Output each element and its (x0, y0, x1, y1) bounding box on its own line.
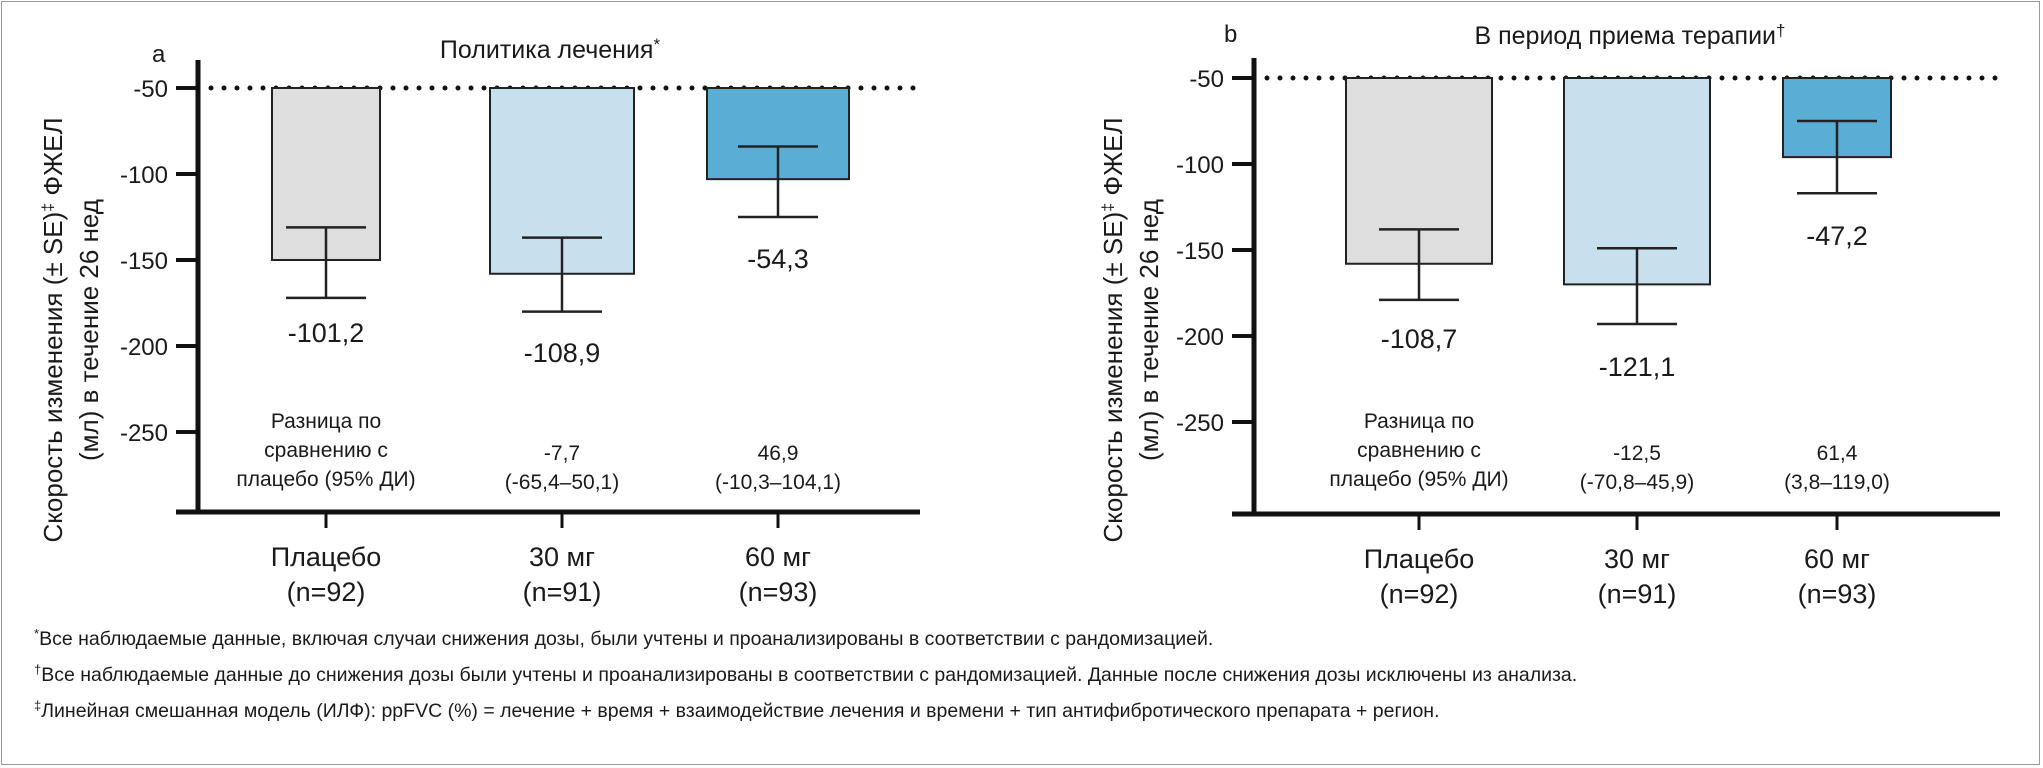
x-tick-label-0: Плацебо (271, 542, 382, 572)
diff-value-2: 61,4 (1817, 442, 1858, 465)
diff-intro-line-2: плацебо (95% ДИ) (1329, 468, 1508, 491)
y-axis-label-mark: ‡ (40, 203, 57, 212)
diff-intro-line-0: Разница по (271, 410, 381, 433)
diff-ci-1: (-65,4–50,1) (505, 471, 619, 494)
x-tick-n-0: (n=92) (1380, 579, 1459, 609)
diff-ci-2: (-10,3–104,1) (715, 471, 841, 494)
y-tick-label-4: -250 (1176, 410, 1224, 437)
y-axis-label: Скорость изменения (± SE)‡ ФЖЕЛ (1098, 117, 1128, 542)
y-axis-label-tail: ФЖЕЛ (38, 117, 68, 202)
y-axis-label-line2: (мл) в течение 26 нед (74, 199, 104, 461)
diff-value-1: -12,5 (1613, 442, 1661, 465)
y-axis-label-tail: ФЖЕЛ (1098, 117, 1128, 202)
x-tick-n-1: (n=91) (523, 577, 602, 607)
y-tick-label-4: -250 (120, 420, 168, 447)
footnote-mark: ‡ (34, 698, 42, 713)
y-tick-label-0: -50 (1189, 66, 1224, 93)
footnote-mark: * (34, 626, 40, 641)
x-tick-label-1: 30 мг (1604, 544, 1670, 574)
footnote-text: Линейная смешанная модель (ИЛФ): ppFVC (… (41, 700, 1440, 722)
title-mark: † (1776, 21, 1785, 40)
footnote-2: †Все наблюдаемые данные до снижения дозы… (34, 662, 1578, 687)
footnote-mark: † (34, 662, 42, 677)
x-tick-label-2: 60 мг (745, 542, 811, 572)
x-tick-label-0: Плацебо (1364, 544, 1475, 574)
diff-value-2: 46,9 (758, 442, 799, 465)
title-mark: * (653, 35, 660, 54)
panel-label: b (1224, 21, 1237, 48)
y-tick-label-2: -150 (120, 248, 168, 275)
y-tick-label-3: -200 (1176, 324, 1224, 351)
data-label-0: -101,2 (288, 318, 365, 348)
data-label-2: -54,3 (747, 244, 809, 274)
x-tick-n-2: (n=93) (739, 577, 818, 607)
footnote-1: *Все наблюдаемые данные, включая случаи … (34, 626, 1214, 651)
panel-label: a (152, 41, 166, 68)
chart-title: Политика лечения* (440, 35, 661, 64)
y-tick-label-0: -50 (133, 76, 168, 103)
diff-intro-line-0: Разница по (1364, 410, 1474, 433)
y-axis-label-text: Скорость изменения (± SE) (38, 212, 68, 543)
x-tick-label-2: 60 мг (1804, 544, 1870, 574)
y-tick-label-3: -200 (120, 334, 168, 361)
footnote-text: Все наблюдаемые данные до снижения дозы … (41, 664, 1578, 686)
y-axis-label-mark: ‡ (1100, 203, 1117, 212)
data-label-1: -108,9 (524, 338, 601, 368)
chart-title: В период приема терапии† (1475, 21, 1786, 50)
data-label-0: -108,7 (1381, 324, 1458, 354)
diff-value-1: -7,7 (544, 442, 580, 465)
diff-intro-line-2: плацебо (95% ДИ) (236, 468, 415, 491)
y-axis-label-line2: (мл) в течение 26 нед (1134, 199, 1164, 461)
chart-panel-b: b В период приема терапии† Скорость измене… (1098, 21, 2003, 609)
y-axis-label-text: Скорость изменения (± SE) (1098, 212, 1128, 543)
footnote-3: ‡Линейная смешанная модель (ИЛФ): ppFVC … (34, 698, 1440, 723)
y-tick-label-1: -100 (120, 162, 168, 189)
chart-panel-a: a Политика лечения* Скорость изменения (± … (38, 35, 923, 607)
x-tick-n-1: (n=91) (1598, 579, 1677, 609)
diff-intro-line-1: сравнению с (1357, 439, 1481, 462)
x-tick-n-2: (n=93) (1798, 579, 1877, 609)
y-tick-label-1: -100 (1176, 152, 1224, 179)
diff-ci-2: (3,8–119,0) (1784, 471, 1890, 494)
x-tick-label-1: 30 мг (529, 542, 595, 572)
diff-intro-line-1: сравнению с (264, 439, 388, 462)
x-tick-n-0: (n=92) (287, 577, 366, 607)
data-label-2: -47,2 (1806, 221, 1868, 251)
footnote-text: Все наблюдаемые данные, включая случаи с… (39, 628, 1214, 650)
y-axis-label: Скорость изменения (± SE)‡ ФЖЕЛ (38, 117, 68, 542)
data-label-1: -121,1 (1599, 352, 1676, 382)
diff-ci-1: (-70,8–45,9) (1580, 471, 1694, 494)
y-tick-label-2: -150 (1176, 238, 1224, 265)
